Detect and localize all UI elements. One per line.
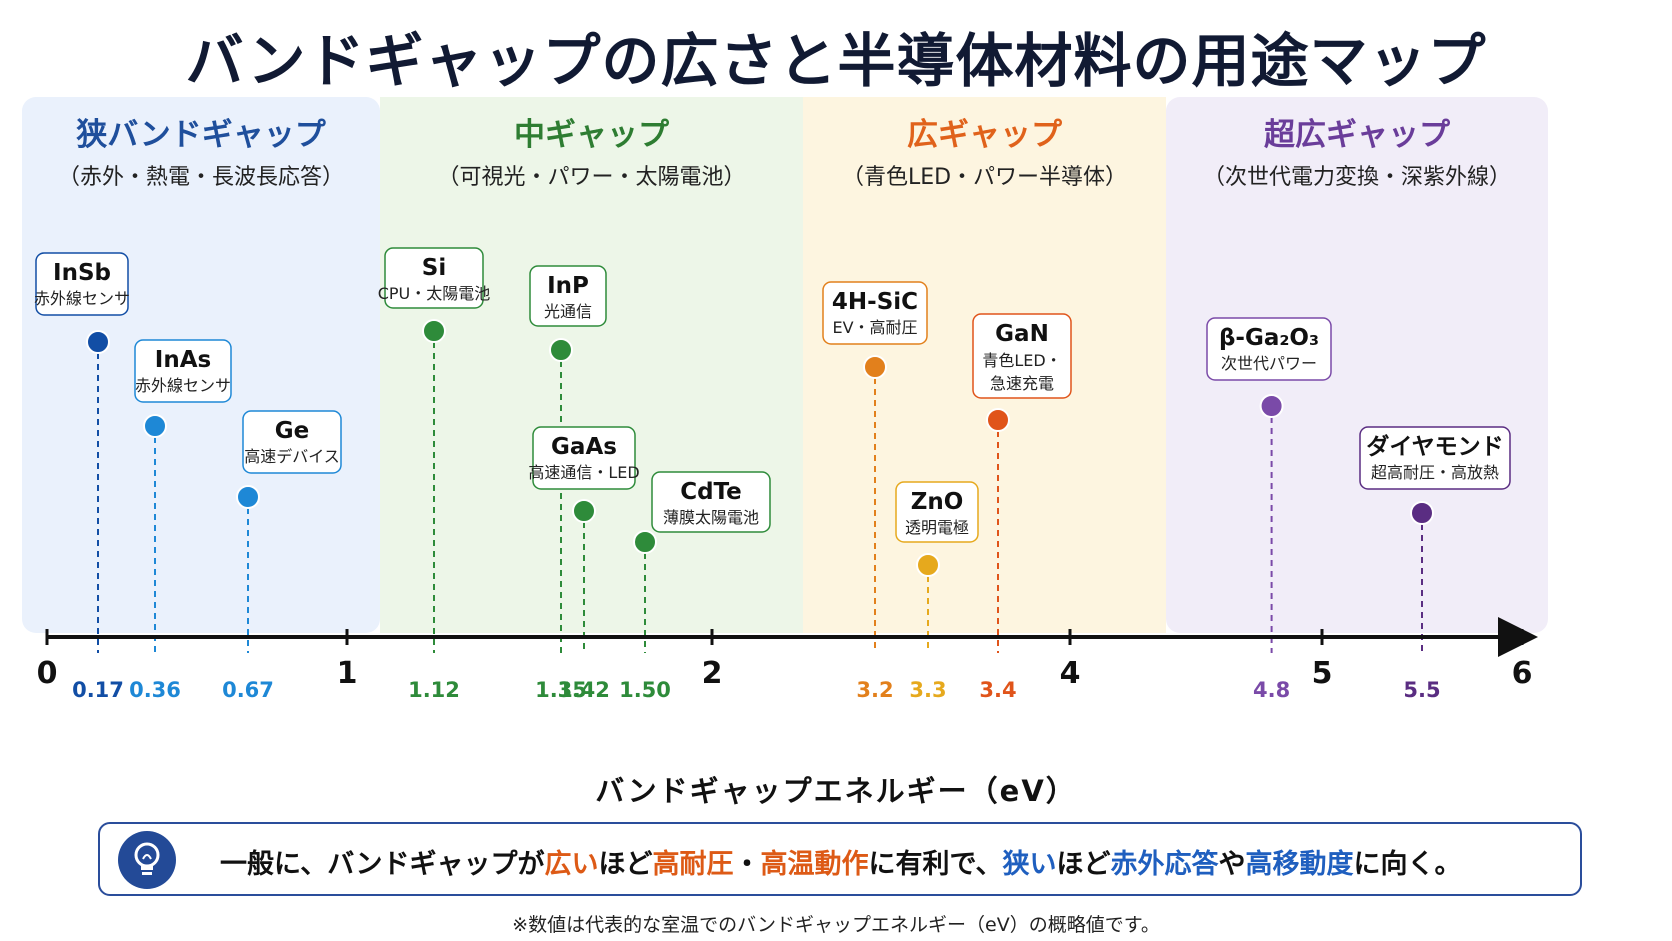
footnote: ※数値は代表的な室温でのバンドギャップエネルギー（eV）の概略値です。 bbox=[512, 914, 1160, 936]
x-axis-title: バンドギャップエネルギー（eV） bbox=[595, 774, 1077, 808]
material-callout: 4H-SiC EV・高耐圧 bbox=[822, 281, 928, 345]
material-use: 薄膜太陽電池 bbox=[663, 508, 759, 527]
material-callout: InSb 赤外線センサ bbox=[34, 252, 130, 316]
band-title: 中ギャップ bbox=[514, 117, 670, 153]
x-tick-label: 0 bbox=[37, 656, 58, 691]
material-callout: GaAs 高速通信・LED bbox=[528, 426, 640, 490]
info-text: 一般に、バンドギャップが広いほど高耐圧・高温動作に有利で、狭いほど赤外応答や高移… bbox=[220, 849, 1462, 880]
data-point bbox=[986, 408, 1010, 432]
material-use: CPU・太陽電池 bbox=[378, 284, 491, 303]
value-label: 1.35 bbox=[535, 678, 587, 702]
material-use: 赤外線センサ bbox=[135, 376, 231, 395]
material-name: InAs bbox=[155, 347, 211, 373]
material-name: InP bbox=[547, 273, 589, 299]
data-point bbox=[633, 530, 657, 554]
value-label: 4.8 bbox=[1253, 678, 1290, 702]
x-tick-label: 4 bbox=[1060, 656, 1081, 691]
data-point bbox=[1259, 394, 1284, 418]
x-axis: 0 1 2 4 5 6 0.17 0.36 0.67 1.12 1.351.42 1.50 3.2 3.3… bbox=[37, 617, 1538, 702]
material-name: GaAs bbox=[551, 434, 617, 460]
material-callout: Ge 高速デバイス bbox=[242, 410, 342, 474]
material-use: 高速通信・LED bbox=[528, 463, 639, 482]
data-point bbox=[863, 355, 887, 379]
band-title: 狭バンドギャップ bbox=[76, 117, 327, 153]
material-name: ZnO bbox=[911, 489, 964, 515]
marker-stems bbox=[97, 331, 1423, 653]
material-name: GaN bbox=[995, 321, 1049, 347]
data-point bbox=[1410, 501, 1434, 525]
value-label: 3.3 bbox=[909, 678, 946, 702]
value-label: 1.12 bbox=[408, 678, 460, 702]
material-name: InSb bbox=[53, 260, 111, 286]
band-region: 中ギャップ （可視光・パワー・太陽電池） bbox=[380, 97, 803, 633]
material-callout: GaN 青色LED・急速充電 bbox=[972, 313, 1072, 399]
band-regions: 狭バンドギャップ （赤外・熱電・長波長応答） 中ギャップ （可視光・パワー・太陽電池）… bbox=[22, 97, 1548, 633]
material-use: 青色LED・ bbox=[982, 351, 1061, 370]
data-point bbox=[549, 338, 573, 362]
band-subtitle: （可視光・パワー・太陽電池） bbox=[437, 165, 745, 190]
value-label: 1.42 bbox=[558, 678, 610, 702]
info-callout: 一般に、バンドギャップが広いほど高耐圧・高温動作に有利で、狭いほど赤外応答や高移… bbox=[98, 822, 1582, 896]
x-tick-label: 6 bbox=[1512, 656, 1533, 691]
value-label: 0.36 bbox=[129, 678, 181, 702]
material-callout: InAs 赤外線センサ bbox=[134, 339, 232, 403]
x-tick-label: 5 bbox=[1312, 656, 1333, 691]
material-callout: CdTe 薄膜太陽電池 bbox=[651, 471, 771, 533]
value-label: 3.4 bbox=[979, 678, 1016, 702]
material-callout: β-Ga₂O₃ 次世代パワー bbox=[1206, 317, 1332, 381]
material-name: Si bbox=[422, 255, 446, 281]
material-use: 超高耐圧・高放熱 bbox=[1371, 463, 1499, 482]
material-name: β-Ga₂O₃ bbox=[1219, 325, 1319, 351]
data-point bbox=[236, 485, 260, 509]
data-point bbox=[572, 499, 596, 523]
page-title: バンドギャップの広さと半導体材料の用途マップ bbox=[185, 27, 1487, 95]
material-use: 赤外線センサ bbox=[34, 289, 130, 308]
material-use: 次世代パワー bbox=[1221, 354, 1317, 373]
material-name: 4H-SiC bbox=[832, 289, 918, 315]
material-callout: InP 光通信 bbox=[529, 265, 607, 327]
value-label: 0.67 bbox=[222, 678, 274, 702]
band-region: 超広ギャップ （次世代電力変換・深紫外線） bbox=[1166, 97, 1548, 633]
material-points bbox=[86, 319, 1434, 577]
material-use: 光通信 bbox=[544, 302, 592, 321]
value-label: 1.50 bbox=[619, 678, 671, 702]
x-tick-label: 1 bbox=[337, 656, 358, 691]
data-point bbox=[422, 319, 446, 343]
value-label: 3.2 bbox=[856, 678, 893, 702]
band-subtitle: （青色LED・パワー半導体） bbox=[842, 165, 1127, 190]
data-point bbox=[916, 553, 940, 577]
band-title: 超広ギャップ bbox=[1264, 117, 1451, 153]
material-labels: InSb 赤外線センサ InAs 赤外線センサ Ge 高速デバイス Si CPU・太陽電池 In… bbox=[34, 247, 1511, 543]
data-point bbox=[143, 414, 167, 438]
material-callout: ZnO 透明電極 bbox=[895, 481, 979, 543]
value-label: 5.5 bbox=[1403, 678, 1440, 702]
value-label: 0.17 bbox=[72, 678, 124, 702]
band-subtitle: （次世代電力変換・深紫外線） bbox=[1203, 165, 1511, 190]
band-title: 広ギャップ bbox=[907, 117, 1063, 153]
lightbulb-icon bbox=[118, 831, 176, 889]
material-use: EV・高耐圧 bbox=[832, 318, 917, 337]
x-tick-label: 2 bbox=[702, 656, 723, 691]
material-use: 高速デバイス bbox=[244, 447, 340, 466]
band-subtitle: （赤外・熱電・長波長応答） bbox=[58, 165, 344, 190]
material-name: ダイヤモンド bbox=[1366, 433, 1503, 460]
material-callout: Si CPU・太陽電池 bbox=[378, 247, 491, 309]
material-use: 透明電極 bbox=[905, 518, 969, 537]
material-use: 急速充電 bbox=[990, 374, 1054, 393]
material-name: CdTe bbox=[680, 479, 742, 505]
data-point bbox=[86, 330, 110, 354]
material-name: Ge bbox=[275, 418, 309, 444]
